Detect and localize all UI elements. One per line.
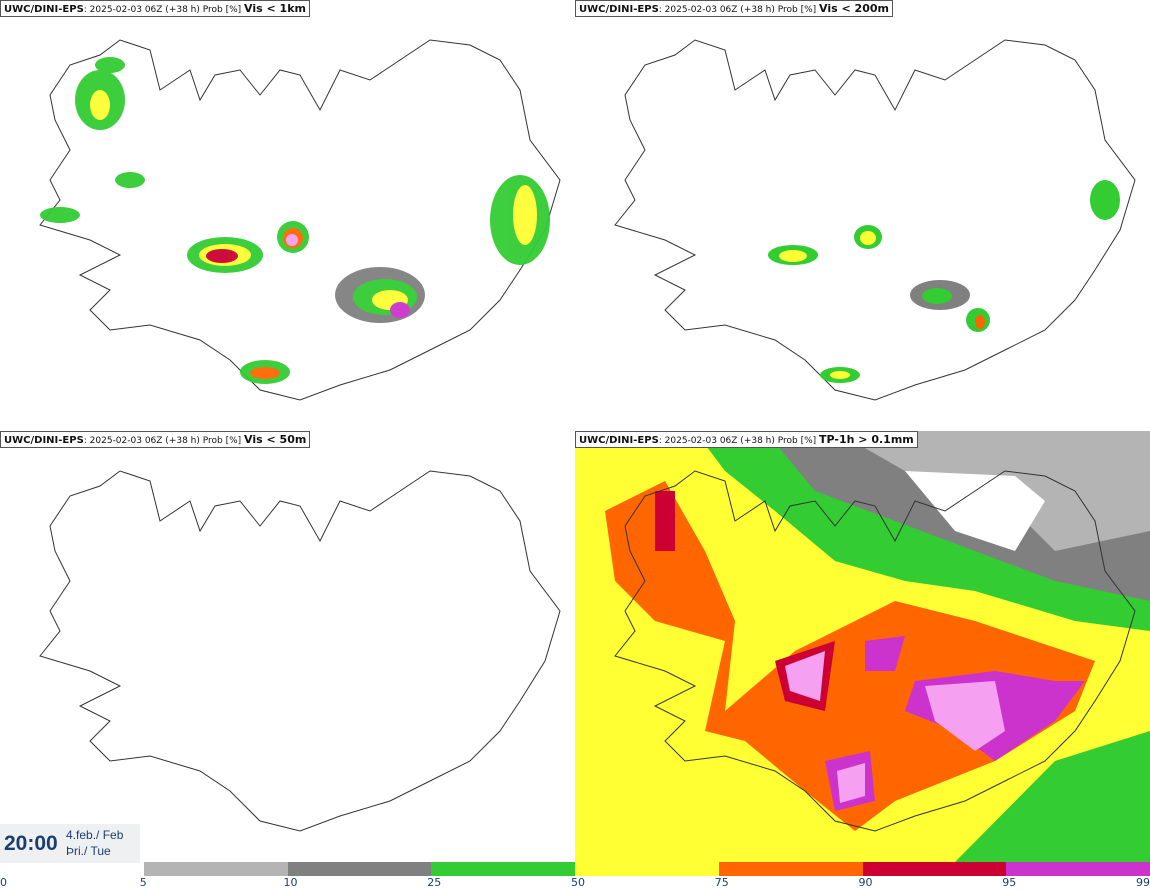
map-panel-vis-200m: UWC/DINI-EPS: 2025-02-03 06Z (+38 h) Pro… [575, 0, 1150, 431]
colorbar-segment [143, 862, 288, 876]
map-vis-1km [39, 39, 561, 401]
colorbar-tick-label: 95 [1002, 876, 1017, 889]
panel-title: UWC/DINI-EPS: 2025-02-03 06Z (+38 h) Pro… [0, 431, 311, 448]
colorbar-tick-label: 0 [0, 876, 7, 889]
title-source: UWC/DINI-EPS [4, 4, 84, 15]
title-source: UWC/DINI-EPS [579, 435, 659, 446]
colorbar-segment [1006, 862, 1150, 876]
title-variable: Vis < 50m [244, 433, 307, 446]
colorbar-segment [575, 862, 719, 876]
panel-title: UWC/DINI-EPS: 2025-02-03 06Z (+38 h) Pro… [575, 431, 918, 448]
valid-time-box: 20:00 4.feb./ Feb Þri./ Tue [0, 824, 140, 863]
colorbar-tick-label: 50 [571, 876, 585, 889]
valid-time: 20:00 [4, 832, 58, 855]
title-meta: : 2025-02-03 06Z (+38 h) Prob [%] [658, 436, 820, 446]
colorbar-segment [718, 862, 863, 876]
map-panel-vis-1km: UWC/DINI-EPS: 2025-02-03 06Z (+38 h) Pro… [0, 0, 575, 431]
colorbar-tick-label: 10 [283, 876, 298, 889]
colorbar-tick-label: 25 [427, 876, 442, 889]
colorbar-tick-label: 90 [858, 876, 873, 889]
panel-title: UWC/DINI-EPS: 2025-02-03 06Z (+38 h) Pro… [575, 0, 893, 17]
map-tp-1h [605, 431, 1150, 862]
colorbar-tick-label: 99 [1136, 876, 1150, 889]
title-meta: : 2025-02-03 06Z (+38 h) Prob [%] [83, 5, 245, 15]
title-variable: Vis < 1km [244, 2, 306, 15]
title-variable: TP-1h > 0.1mm [819, 433, 914, 446]
colorbar-segment [431, 862, 575, 876]
valid-date: 4.feb./ Feb [66, 828, 124, 842]
map-panel-tp-1h: UWC/DINI-EPS: 2025-02-03 06Z (+38 h) Pro… [575, 431, 1150, 862]
colorbar-tick-label: 75 [714, 876, 729, 889]
panel-title: UWC/DINI-EPS: 2025-02-03 06Z (+38 h) Pro… [0, 0, 310, 17]
map-panel-vis-50m: UWC/DINI-EPS: 2025-02-03 06Z (+38 h) Pro… [0, 431, 575, 862]
colorbar-segment [862, 862, 1007, 876]
map-vis-50m [39, 470, 561, 832]
title-source: UWC/DINI-EPS [579, 4, 659, 15]
title-meta: : 2025-02-03 06Z (+38 h) Prob [%] [658, 5, 820, 15]
colorbar-tick-label: 5 [139, 876, 147, 889]
title-meta: : 2025-02-03 06Z (+38 h) Prob [%] [83, 436, 245, 446]
title-source: UWC/DINI-EPS [4, 435, 84, 446]
colorbar-segment [287, 862, 432, 876]
map-vis-200m [614, 39, 1136, 401]
title-variable: Vis < 200m [819, 2, 889, 15]
valid-weekday: Þri./ Tue [66, 844, 111, 858]
